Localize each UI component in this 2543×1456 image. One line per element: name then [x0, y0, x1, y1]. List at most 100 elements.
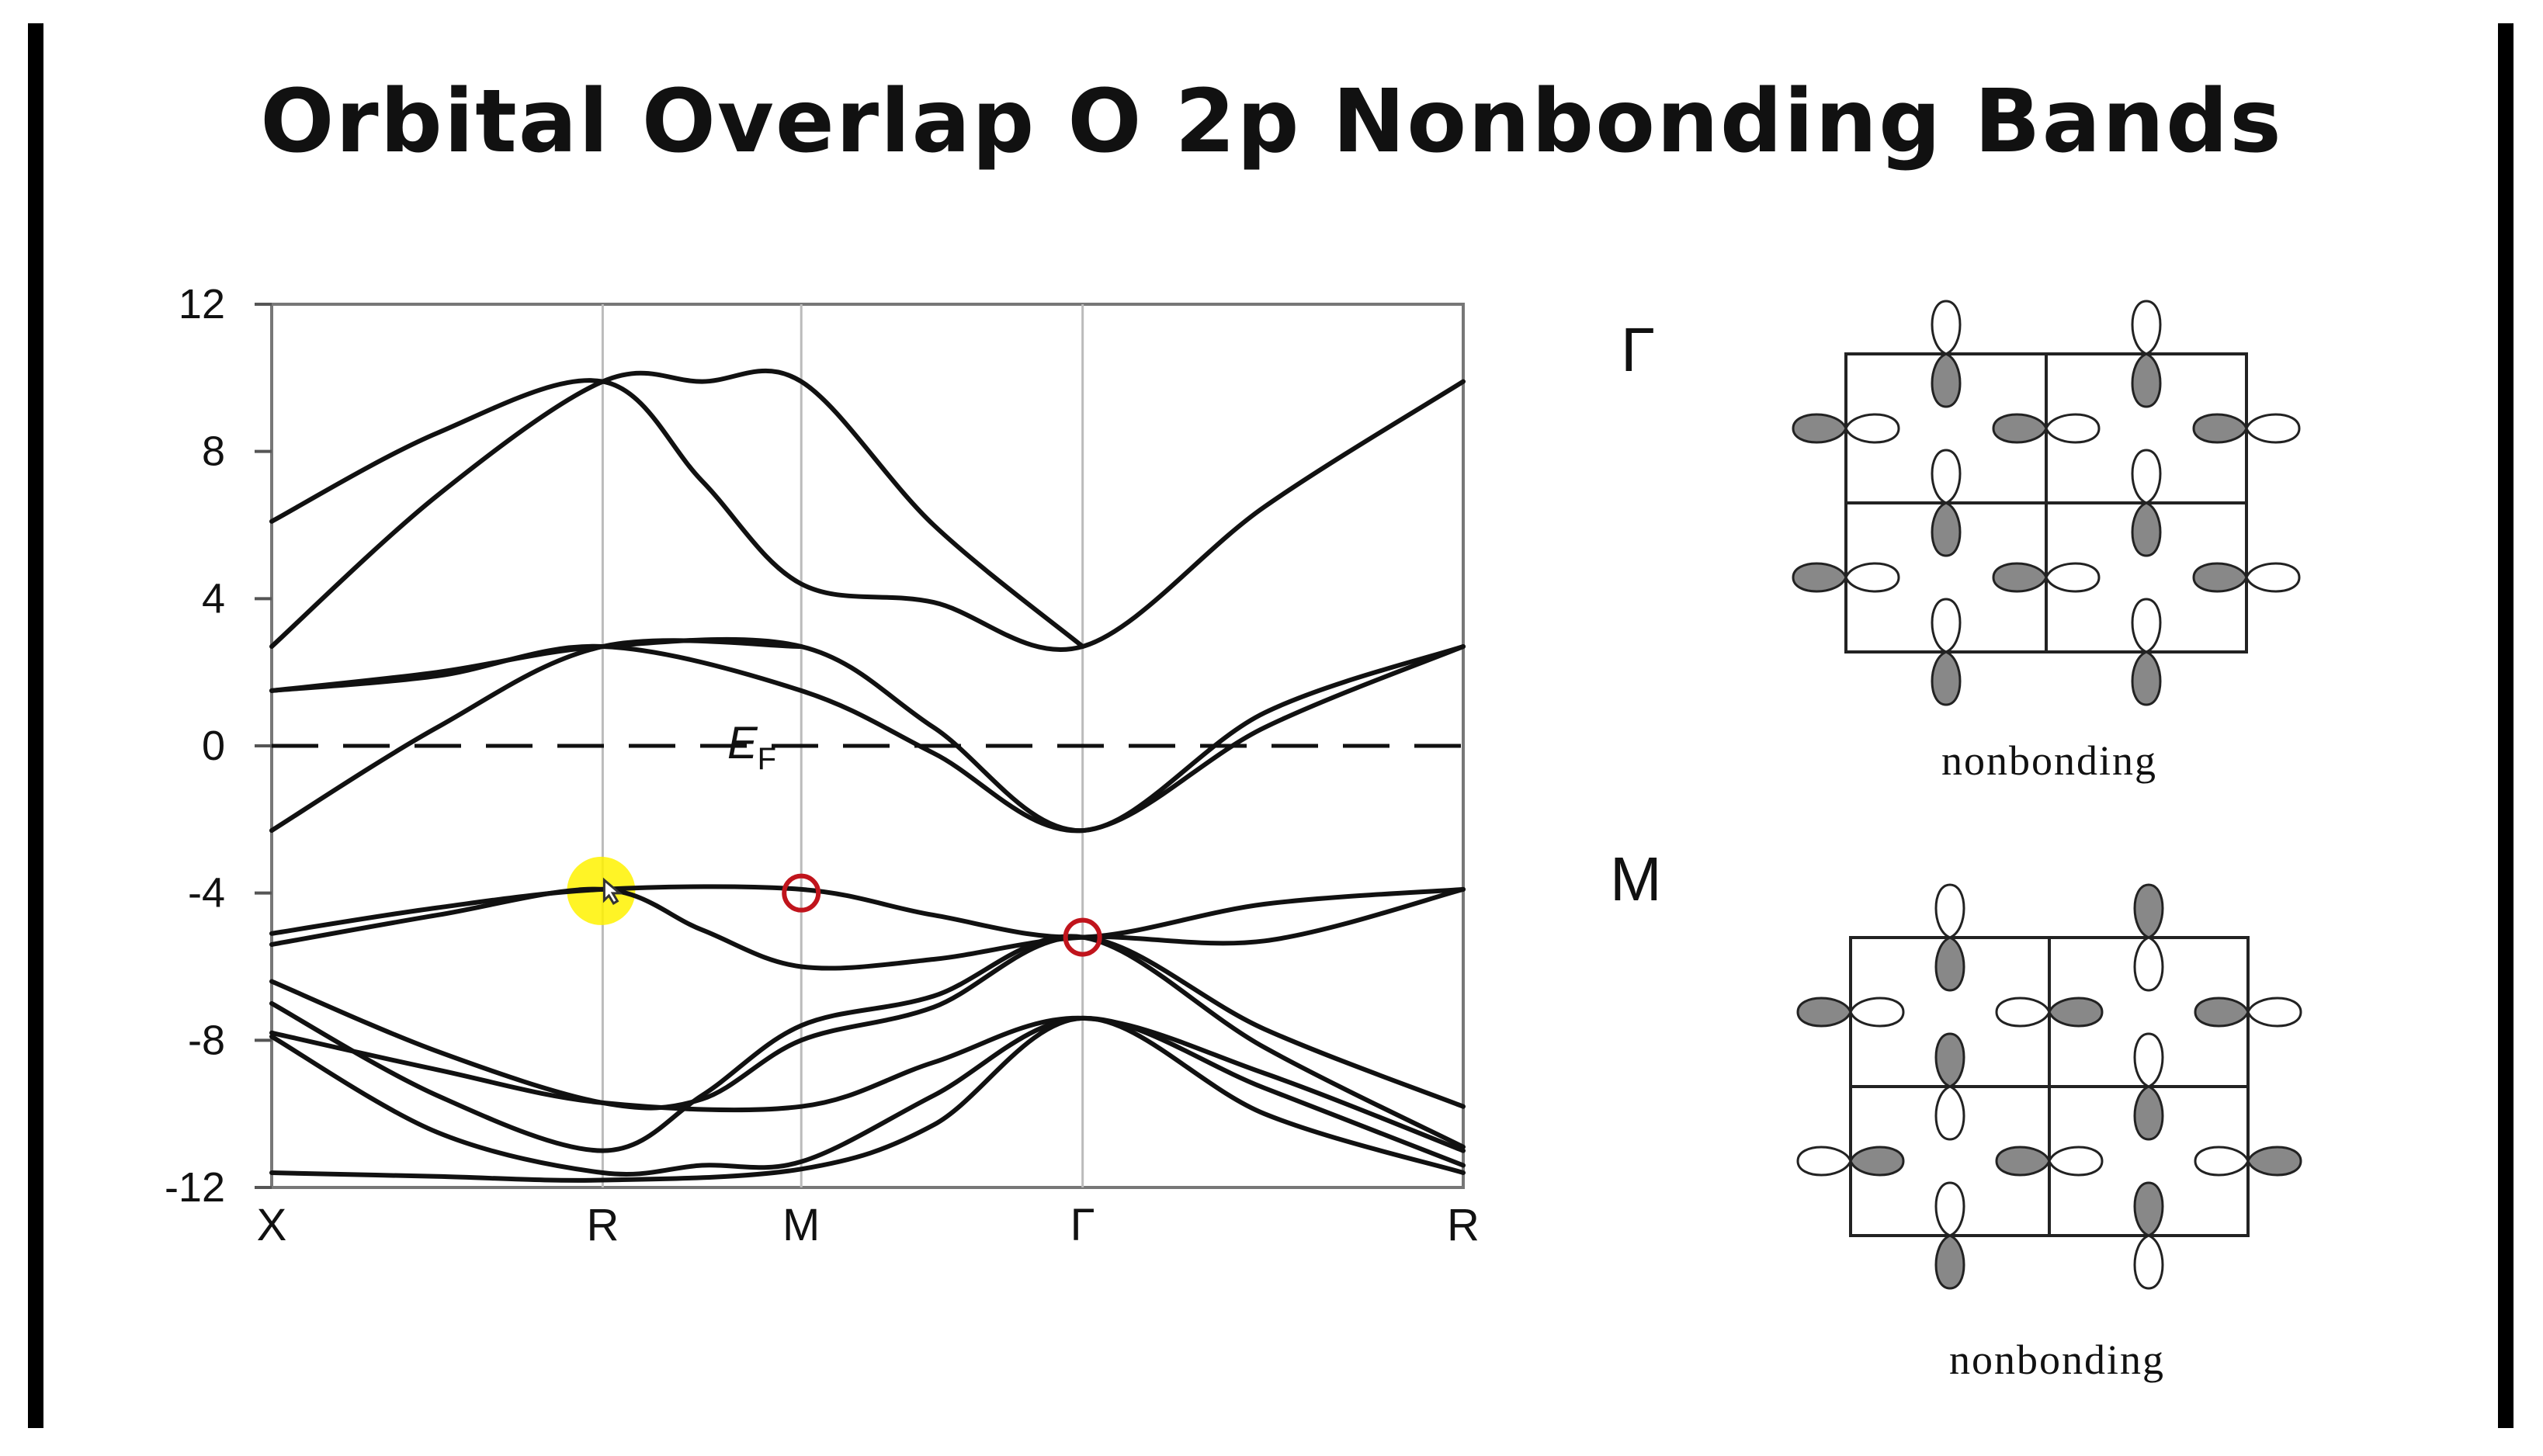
p-orbital-icon	[1934, 883, 1965, 992]
orbital-lobe-open	[2048, 1146, 2104, 1177]
orbital-lobe-open	[1934, 1181, 1965, 1237]
p-orbital-icon	[1995, 997, 2104, 1028]
orbital-lobe-open	[2245, 413, 2301, 444]
orbital-lobe-shaded	[1792, 562, 1847, 593]
orbital-lobe-open	[2131, 449, 2162, 504]
band-line	[269, 884, 1466, 940]
orbital-lobe-open	[2133, 1032, 2164, 1088]
orbital-lobe-shaded	[1931, 650, 1962, 706]
k-point-label: R	[586, 1200, 619, 1250]
orbital-lobe-open	[2245, 562, 2301, 593]
band-line	[269, 636, 1466, 834]
y-tick-label: -4	[188, 870, 225, 917]
y-tick-label: 4	[202, 575, 225, 622]
circled-point-marker	[782, 873, 821, 913]
orbital-lobe-shaded	[2133, 883, 2164, 939]
orbital-lobe-open	[1844, 562, 1900, 593]
orbital-lobe-open	[1931, 449, 1962, 504]
orbital-lobe-shaded	[2133, 1085, 2164, 1141]
orbital-lobe-open	[2133, 936, 2164, 992]
orbital-lobe-open	[2045, 413, 2101, 444]
k-point-label: R	[1447, 1200, 1480, 1250]
panel-caption-m: nonbonding	[1949, 1336, 2165, 1383]
orbital-lobe-shaded	[2131, 352, 2162, 408]
orbital-lobe-shaded	[2194, 997, 2250, 1028]
p-orbital-icon	[2194, 1146, 2302, 1177]
circled-points	[782, 873, 1102, 957]
orbital-lobe-shaded	[1934, 1234, 1965, 1290]
panel-caption-gamma: nonbonding	[1941, 737, 2157, 784]
band-line	[269, 934, 1466, 1153]
p-orbital-icon	[1992, 562, 2101, 593]
orbital-lobe-shaded	[2192, 562, 2248, 593]
band-line	[269, 886, 1466, 971]
y-tick-label: -12	[165, 1164, 225, 1211]
orbital-lobe-open	[2194, 1146, 2250, 1177]
orbital-panel-gamma: Γ nonbonding	[1621, 300, 2301, 784]
orbital-lobe-shaded	[1931, 501, 1962, 557]
band-structure-plot: 12 8 4 0 -4 -8 -12 X R M Γ R EF	[165, 281, 1480, 1250]
orbital-lobe-shaded	[1992, 413, 2048, 444]
y-tick-label: -8	[188, 1017, 225, 1063]
orbital-lobe-shaded	[1934, 1032, 1965, 1088]
band-lines	[269, 368, 1466, 1183]
p-orbital-icon	[2133, 1181, 2164, 1290]
p-orbital-icon	[2133, 883, 2164, 992]
orbital-lobe-shaded	[1849, 1146, 1905, 1177]
p-orbital-icon	[1992, 413, 2101, 444]
p-orbital-icon	[1934, 1181, 1965, 1290]
slide-title: Orbital Overlap O 2p Nonbonding Bands	[260, 71, 2283, 172]
orbital-lobe-open	[2246, 997, 2302, 1028]
band-line	[269, 1015, 1466, 1177]
orbital-lobe-shaded	[1796, 997, 1852, 1028]
p-orbital-icon	[2131, 598, 2162, 706]
fermi-level-label: EF	[727, 718, 776, 776]
band-line	[269, 934, 1466, 1111]
panel-label-gamma: Γ	[1621, 315, 1655, 384]
y-tick-label: 0	[202, 723, 225, 769]
p-orbital-icon	[1931, 300, 1962, 408]
band-line	[269, 1015, 1466, 1183]
orbital-lobe-shaded	[1931, 352, 1962, 408]
y-tick-label: 8	[202, 428, 225, 475]
p-orbital-icon	[2192, 413, 2301, 444]
k-point-label: Γ	[1070, 1200, 1095, 1250]
p-orbital-icon	[1792, 413, 1900, 444]
orbital-panel-m: M nonbonding	[1610, 844, 2302, 1383]
y-axis-ticks: 12 8 4 0 -4 -8 -12	[165, 281, 272, 1211]
fermi-label-main: E	[727, 718, 758, 768]
orbital-lobe-open	[1934, 1085, 1965, 1141]
orbital-lobe-open	[1796, 1146, 1852, 1177]
band-line	[269, 378, 1466, 653]
orbital-lobe-shaded	[2131, 650, 2162, 706]
orbital-lobe-open	[2133, 1234, 2164, 1290]
k-point-label: M	[782, 1200, 820, 1250]
p-orbital-icon	[1931, 598, 1962, 706]
band-line	[269, 643, 1466, 834]
right-border-bar	[2498, 23, 2514, 1428]
circled-point-marker	[1063, 917, 1102, 957]
orbital-lobe-open	[2131, 598, 2162, 653]
orbital-lobe-shaded	[2131, 501, 2162, 557]
orbital-lobe-shaded	[2133, 1181, 2164, 1237]
band-line	[269, 1015, 1466, 1153]
p-orbital-icon	[2131, 449, 2162, 557]
orbital-lobe-open	[2045, 562, 2101, 593]
p-orbital-icon	[2133, 1032, 2164, 1141]
p-orbital-icon	[1796, 1146, 1905, 1177]
band-line	[269, 638, 804, 834]
p-orbital-icon	[1934, 1032, 1965, 1141]
orbital-lobe-open	[1934, 883, 1965, 939]
orbital-grid-gamma	[1792, 300, 2301, 706]
orbital-lobe-open	[1931, 300, 1962, 355]
orbital-lobe-open	[1995, 997, 2051, 1028]
orbital-lobe-shaded	[1995, 1146, 2051, 1177]
left-border-bar	[28, 23, 43, 1428]
orbital-lobe-open	[1844, 413, 1900, 444]
fermi-label-subscript: F	[758, 742, 776, 776]
orbital-lobe-shaded	[2192, 413, 2248, 444]
orbital-lobe-shaded	[2048, 997, 2104, 1028]
orbital-lobe-open	[1931, 598, 1962, 653]
